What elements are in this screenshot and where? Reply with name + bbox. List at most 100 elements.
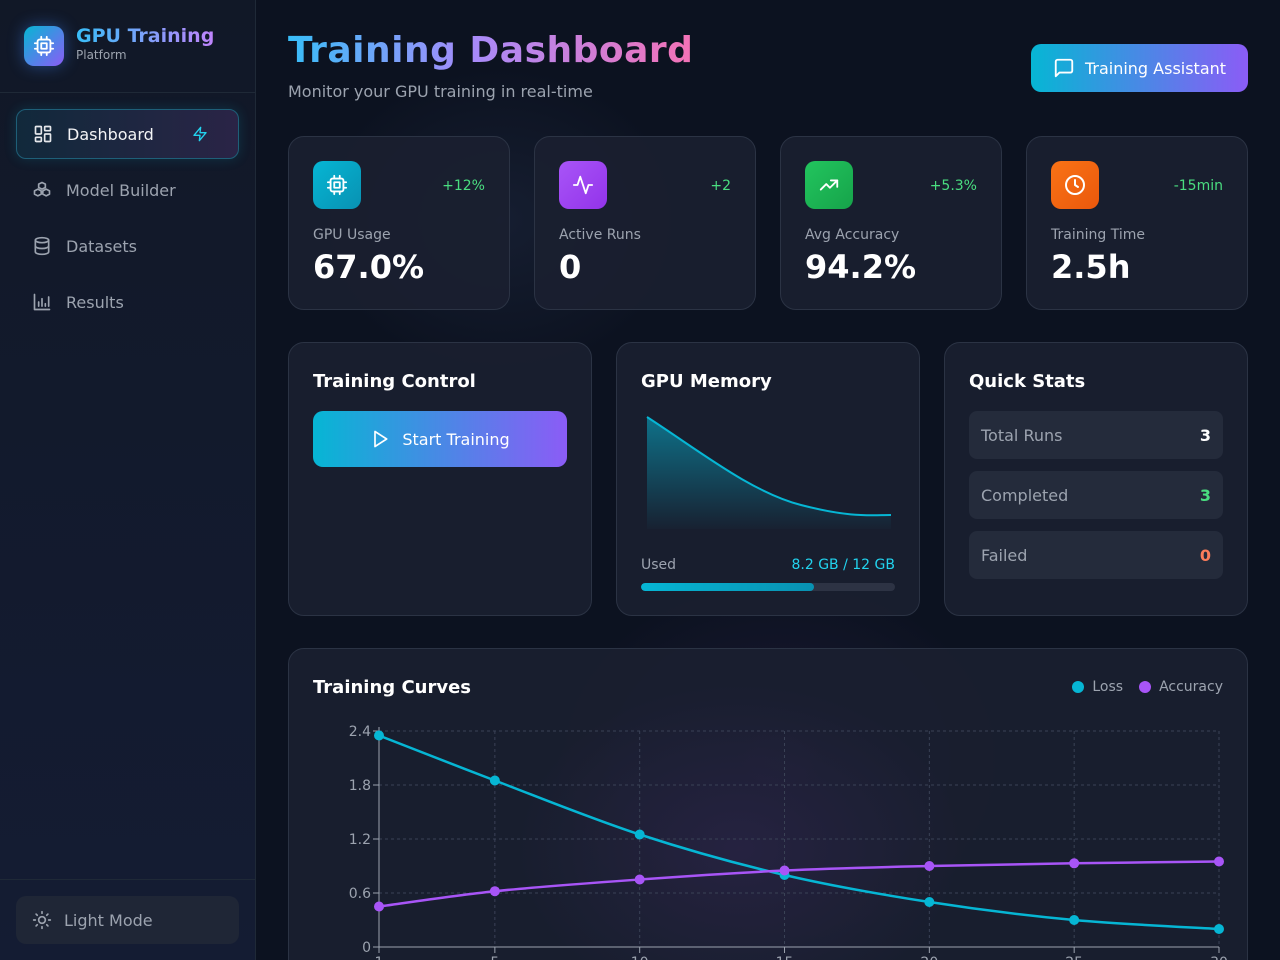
message-square-icon: [1054, 58, 1074, 78]
y-tick-label: 0: [362, 940, 371, 956]
sun-icon: [32, 910, 52, 930]
x-tick-label: 5: [490, 955, 499, 960]
legend-dot: [1072, 681, 1085, 693]
light-mode-label: Light Mode: [64, 910, 153, 930]
trending-up-icon: [805, 161, 853, 209]
quick-stat-total-runs: Total Runs 3: [969, 411, 1223, 459]
quick-stat-label: Completed: [981, 485, 1069, 505]
panel-title: Training Control: [313, 371, 476, 392]
zap-icon: [193, 126, 207, 142]
bar-chart-icon: [33, 293, 51, 311]
x-tick-label: 30: [1210, 955, 1228, 960]
series-line-accuracy: [378, 860, 1220, 908]
chart-legend: Loss Accuracy: [1056, 679, 1223, 695]
training-control-panel: Training Control Start Training: [288, 342, 592, 616]
sidebar-item-label: Datasets: [66, 236, 137, 256]
cpu-icon: [313, 161, 361, 209]
y-tick-label: 1.2: [349, 832, 371, 848]
start-training-label: Start Training: [402, 429, 510, 449]
y-tick-label: 0.6: [349, 886, 371, 902]
data-point-accuracy: [779, 865, 790, 876]
brand-title: GPU Training: [76, 24, 215, 47]
data-point-accuracy: [1069, 858, 1080, 869]
sidebar-item-datasets[interactable]: Datasets: [16, 221, 239, 271]
data-point-loss: [1214, 924, 1224, 934]
y-tick-label: 1.8: [349, 778, 371, 794]
stat-card-gpu-usage: +12% GPU Usage 67.0%: [288, 136, 510, 310]
stat-label: Training Time: [1051, 227, 1145, 243]
legend-item-loss: Loss: [1072, 679, 1123, 695]
legend-dot: [1139, 681, 1152, 693]
database-icon: [34, 236, 50, 256]
quick-stat-completed: Completed 3: [969, 471, 1223, 519]
data-point-loss: [634, 829, 645, 840]
stat-delta: +12%: [442, 178, 485, 194]
stat-label: GPU Usage: [313, 227, 391, 243]
sidebar-item-label: Model Builder: [66, 180, 176, 200]
legend-label: Loss: [1092, 679, 1124, 695]
brand: GPU Training Platform: [0, 0, 255, 93]
sidebar-nav: Dashboard Model Builder Datasets Results: [0, 93, 255, 349]
data-point-accuracy: [924, 861, 935, 871]
panel-title: Quick Stats: [969, 371, 1086, 392]
stat-delta: -15min: [1173, 178, 1223, 194]
quick-stat-label: Failed: [981, 545, 1028, 565]
stat-delta: +2: [710, 178, 731, 194]
x-tick-label: 25: [1065, 955, 1083, 960]
clock-icon: [1051, 161, 1099, 209]
data-point-accuracy: [489, 886, 500, 897]
memory-used-value: 8.2 GB / 12 GB: [791, 557, 895, 573]
memory-progress-bar: [641, 583, 895, 591]
x-tick-label: 10: [631, 955, 649, 960]
stat-card-active-runs: +2 Active Runs 0: [534, 136, 756, 310]
training-assistant-label: Training Assistant: [1084, 58, 1227, 78]
sidebar-footer: Light Mode: [0, 879, 255, 960]
page-title: Training Dashboard: [288, 30, 694, 71]
cpu-icon: [24, 26, 64, 66]
data-point-loss: [489, 775, 500, 786]
stat-label: Active Runs: [559, 227, 641, 243]
sidebar-item-dashboard[interactable]: Dashboard: [16, 109, 239, 159]
stat-label: Avg Accuracy: [805, 227, 900, 243]
data-point-loss: [1069, 915, 1080, 925]
stat-card-avg-accuracy: +5.3% Avg Accuracy 94.2%: [780, 136, 1002, 310]
training-assistant-button[interactable]: Training Assistant: [1031, 44, 1248, 92]
light-mode-button[interactable]: Light Mode: [16, 896, 239, 944]
start-training-button[interactable]: Start Training: [313, 411, 567, 467]
x-tick-label: 15: [776, 955, 794, 960]
training-curves-panel: Training Curves Loss Accuracy 0 0.6 1.2 1.8…: [288, 648, 1248, 960]
stat-card-training-time: -15min Training Time 2.5h: [1026, 136, 1248, 310]
play-icon: [374, 430, 388, 448]
data-point-accuracy: [374, 901, 384, 912]
gpu-memory-panel: GPU Memory Used 8.2 GB / 12 GB: [616, 342, 920, 616]
sidebar-item-label: Results: [66, 292, 124, 312]
panel-title: Training Curves: [313, 677, 472, 698]
legend-label: Accuracy: [1159, 679, 1223, 695]
x-tick-label: 1: [375, 955, 384, 960]
y-tick-label: 2.4: [349, 724, 371, 740]
sidebar-item-model-builder[interactable]: Model Builder: [16, 165, 239, 215]
quick-stats-panel: Quick Stats Total Runs 3 Completed 3 Fai…: [944, 342, 1248, 616]
stat-value: 94.2%: [805, 248, 917, 286]
training-curves-chart: 00.61.21.82.4151015202530: [349, 724, 1228, 960]
memory-used-label: Used: [641, 557, 677, 573]
quick-stat-value: 3: [1199, 425, 1211, 445]
data-point-accuracy: [1214, 856, 1224, 867]
stat-value: 67.0%: [313, 248, 425, 286]
activity-icon: [559, 161, 607, 209]
sidebar-item-label: Dashboard: [67, 124, 154, 144]
x-tick-label: 20: [920, 955, 938, 960]
page-subtitle: Monitor your GPU training in real-time: [288, 82, 593, 101]
sidebar-item-results[interactable]: Results: [16, 277, 239, 327]
brand-subtitle: Platform: [76, 47, 127, 62]
memory-progress-fill: [641, 583, 815, 591]
legend-item-accuracy: Accuracy: [1139, 679, 1223, 695]
data-point-loss: [924, 897, 935, 907]
quick-stat-failed: Failed 0: [969, 531, 1223, 579]
boxes-icon: [33, 181, 51, 197]
stat-value: 2.5h: [1051, 248, 1131, 286]
sidebar: GPU Training Platform Dashboard Model Bu…: [0, 0, 256, 960]
stat-value: 0: [559, 248, 582, 286]
quick-stat-value: 3: [1199, 485, 1211, 505]
data-point-accuracy: [634, 874, 645, 885]
